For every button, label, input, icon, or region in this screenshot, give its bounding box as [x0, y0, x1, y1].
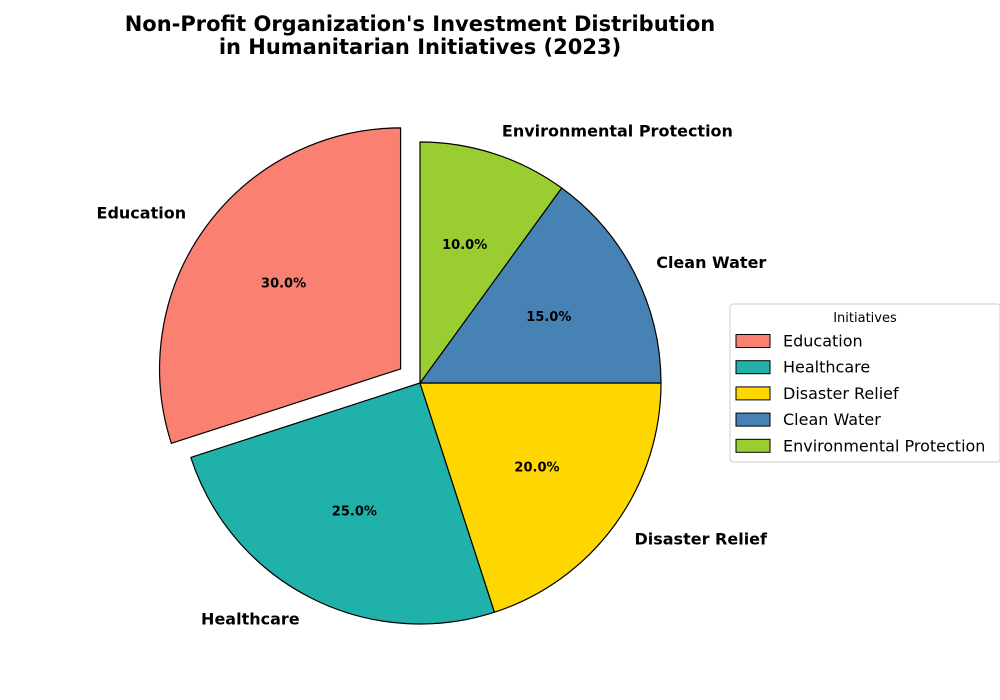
- slice-label-clean-water: Clean Water: [656, 253, 766, 272]
- legend-label-healthcare: Healthcare: [783, 358, 870, 377]
- legend-swatch-environmental-protection: [735, 438, 771, 453]
- legend: Initiatives Education Healthcare Disaster …: [729, 303, 1000, 463]
- legend-label-disaster-relief: Disaster Relief: [783, 384, 899, 403]
- legend-frame: [729, 303, 1000, 463]
- slice-label-education: Education: [97, 204, 187, 223]
- legend-title: Initiatives: [833, 311, 897, 326]
- pct-label-environmental-protection: 10.0%: [442, 238, 487, 253]
- pct-label-clean-water: 15.0%: [526, 310, 571, 325]
- legend-swatch-education: [735, 334, 771, 348]
- legend-label-environmental-protection: Environmental Protection: [783, 436, 985, 455]
- slice-label-disaster-relief: Disaster Relief: [634, 529, 768, 548]
- slice-clean-water: [419, 187, 662, 384]
- slice-disaster-relief: [419, 382, 662, 613]
- slice-labels: 30.0% Education 25.0% Healthcare 20.0% Disast…: [97, 121, 768, 628]
- chart-title: Non-Profit Organization's Investment Dis…: [125, 12, 716, 59]
- legend-items: Education Healthcare Disaster Relief Clean …: [735, 332, 985, 455]
- slice-education: [158, 127, 402, 444]
- legend-swatch-clean-water: [735, 412, 771, 427]
- slice-environmental-protection: [419, 141, 563, 384]
- slice-healthcare: [190, 382, 496, 625]
- legend-swatch-healthcare: [735, 360, 771, 375]
- chart-title-line-1: Non-Profit Organization's Investment Dis…: [125, 12, 716, 36]
- chart-title-line-2: in Humanitarian Initiatives (2023): [219, 35, 621, 59]
- pct-label-healthcare: 25.0%: [332, 504, 377, 519]
- pie-slices: [158, 127, 662, 625]
- legend-swatch-disaster-relief: [735, 386, 771, 401]
- pct-label-education: 30.0%: [261, 276, 306, 291]
- legend-label-education: Education: [783, 332, 863, 351]
- legend-label-clean-water: Clean Water: [783, 410, 881, 429]
- slice-label-healthcare: Healthcare: [201, 610, 300, 629]
- pct-label-disaster-relief: 20.0%: [514, 460, 559, 475]
- slice-label-environmental-protection: Environmental Protection: [502, 121, 733, 140]
